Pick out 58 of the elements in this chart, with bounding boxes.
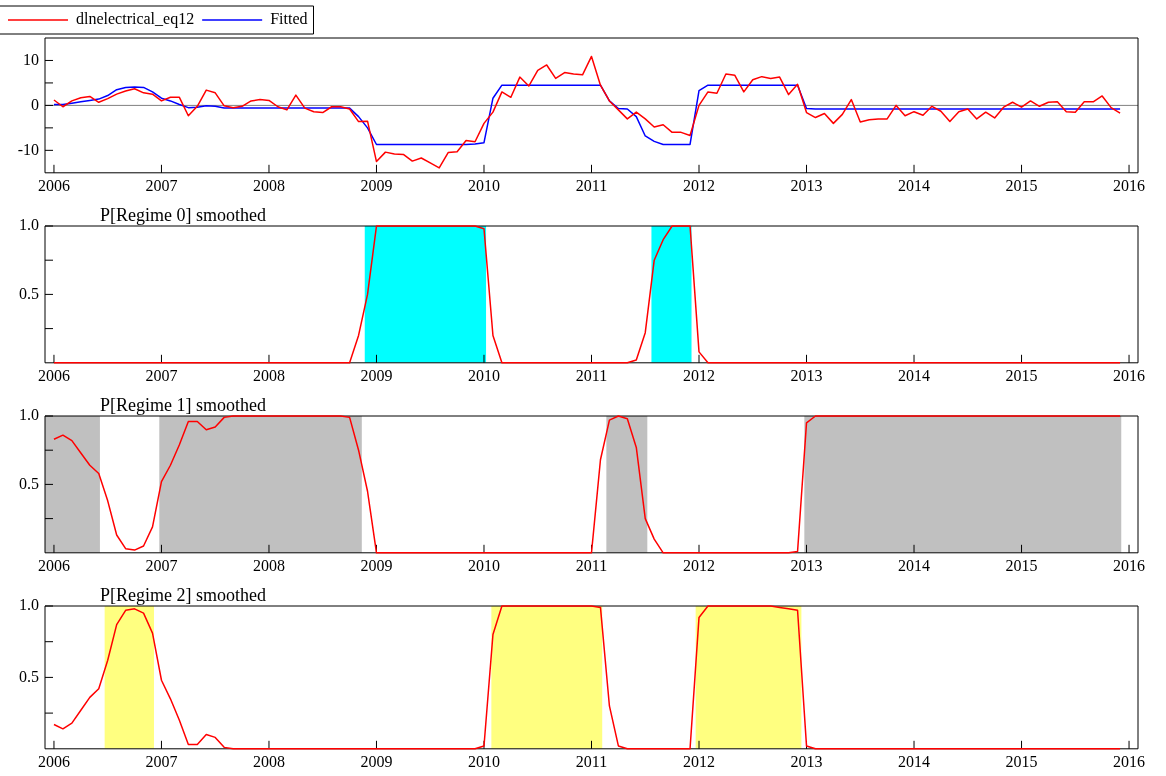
y-tick-label: 0.5 [19, 284, 39, 302]
x-tick-label: 2012 [683, 366, 716, 384]
y-tick-label: 1.0 [19, 596, 39, 614]
legend-label: Fitted [270, 10, 308, 28]
x-tick-label: 2014 [898, 752, 931, 770]
x-tick-label: 2013 [790, 366, 823, 384]
x-tick-label: 2015 [1005, 366, 1038, 384]
chart-title: P[Regime 0] smoothed [100, 204, 266, 225]
x-tick-label: 2016 [1113, 176, 1146, 194]
x-tick-label: 2007 [145, 176, 178, 194]
x-tick-label: 2012 [683, 176, 716, 194]
y-tick-label: -10 [17, 140, 39, 158]
x-tick-label: 2007 [145, 556, 178, 574]
x-tick-label: 2015 [1005, 752, 1038, 770]
x-tick-label: 2012 [683, 752, 716, 770]
x-tick-label: 2006 [37, 752, 70, 770]
x-tick-label: 2010 [467, 176, 500, 194]
x-tick-label: 2014 [898, 556, 931, 574]
x-tick-label: 2009 [360, 176, 393, 194]
legend-label: dlnelectrical_eq12 [76, 10, 195, 29]
x-tick-label: 2015 [1005, 176, 1038, 194]
x-tick-label: 2015 [1005, 556, 1038, 574]
x-tick-label: 2007 [145, 752, 178, 770]
x-tick-label: 2013 [790, 176, 823, 194]
x-tick-label: 2006 [37, 556, 70, 574]
x-tick-label: 2008 [252, 176, 285, 194]
x-tick-label: 2008 [252, 556, 285, 574]
x-tick-label: 2007 [145, 366, 178, 384]
y-tick-label: 0 [31, 95, 39, 113]
x-tick-label: 2013 [790, 556, 823, 574]
x-tick-label: 2016 [1113, 366, 1146, 384]
x-tick-label: 2014 [898, 366, 931, 384]
x-tick-label: 2011 [575, 366, 608, 384]
y-tick-label: 0.5 [19, 474, 39, 492]
x-tick-label: 2011 [575, 176, 608, 194]
x-tick-label: 2013 [790, 752, 823, 770]
y-tick-label: 10 [23, 50, 39, 68]
chart-title: P[Regime 2] smoothed [100, 584, 266, 605]
x-tick-label: 2010 [467, 366, 500, 384]
x-tick-label: 2010 [467, 556, 500, 574]
chart-title: P[Regime 1] smoothed [100, 394, 266, 415]
x-tick-label: 2012 [683, 556, 716, 574]
x-tick-label: 2016 [1113, 556, 1146, 574]
x-tick-label: 2010 [467, 752, 500, 770]
x-tick-label: 2016 [1113, 752, 1146, 770]
x-tick-label: 2009 [360, 366, 393, 384]
x-tick-label: 2006 [37, 176, 70, 194]
x-tick-label: 2009 [360, 752, 393, 770]
y-tick-label: 0.5 [19, 667, 39, 685]
x-tick-label: 2011 [575, 556, 608, 574]
x-tick-label: 2011 [575, 752, 608, 770]
x-tick-label: 2014 [898, 176, 931, 194]
x-tick-label: 2008 [252, 366, 285, 384]
y-tick-label: 1.0 [19, 216, 39, 234]
x-tick-label: 2008 [252, 752, 285, 770]
y-tick-label: 1.0 [19, 406, 39, 424]
x-tick-label: 2006 [37, 366, 70, 384]
x-tick-label: 2009 [360, 556, 393, 574]
